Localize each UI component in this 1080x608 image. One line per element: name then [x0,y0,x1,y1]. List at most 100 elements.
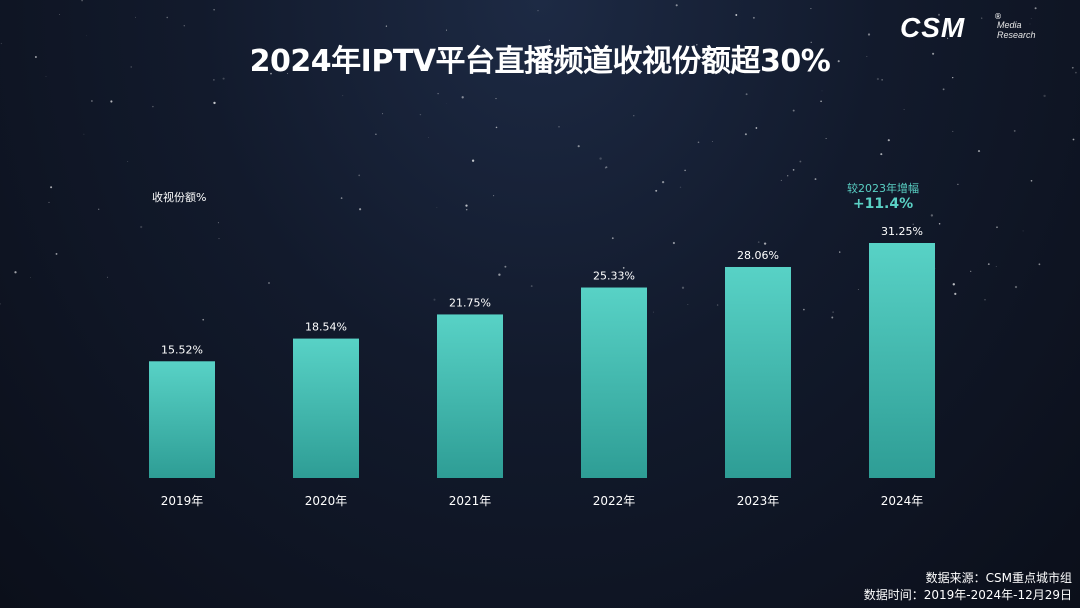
star-dot [604,167,607,169]
star-dot [792,109,795,112]
logo-registered-mark: ® [994,12,1002,21]
star-dot [342,95,344,97]
page-title: 2024年IPTV平台直播频道收视份额超30% [249,44,831,79]
star-dot [55,252,58,255]
star-dot [711,141,713,142]
source-time-line: 数据时间：2019年-2024年-12月29日 [863,588,1072,602]
star-dot [1071,66,1074,69]
star-dot [110,100,113,103]
star-dot [947,37,949,39]
star-dot [45,76,47,77]
star-dot [622,267,625,269]
star-dot [799,160,802,163]
star-dot [461,96,464,99]
star-dot [218,238,220,240]
star-dot [866,56,868,57]
star-dot [183,25,185,27]
x-tick-label: 2023年 [737,494,780,508]
star-dot [385,25,388,27]
star-dot [932,52,935,55]
star-dot [821,90,823,92]
star-dot [1014,285,1018,289]
star-dot [867,33,871,36]
star-dot [987,263,990,265]
bar-2023年 [725,266,791,478]
star-dot [787,175,789,177]
star-dot [428,137,429,138]
logo-sub-line1: Media [997,20,1022,30]
star-dot [857,289,859,290]
star-dot [445,29,448,31]
star-dot [810,8,812,10]
star-dot [465,204,468,207]
star-dot [358,174,361,177]
star-dot [672,241,676,245]
bar-value-label: 21.75% [449,296,491,309]
star-dot [1030,18,1032,19]
star-dot [716,304,719,306]
star-dot [719,72,721,74]
x-tick-label: 2022年 [593,494,636,508]
logo-brand: CSM [900,12,966,43]
star-dot [359,208,362,211]
star-dot [340,197,343,199]
star-dot [952,283,955,286]
growth-annotation-label: 较2023年增幅 [847,182,919,195]
star-dot [616,52,618,54]
bar-value-label: 28.06% [737,249,779,262]
star-dot [832,311,834,313]
star-dot [267,281,271,285]
x-tick-label: 2019年 [161,494,204,508]
bar-2022年 [581,287,647,478]
bar-value-label: 15.52% [161,343,203,356]
star-dot [433,298,436,301]
star-dot [558,125,560,128]
star-dot [446,103,447,105]
star-dot [876,77,880,81]
logo-sub-line2: Research [997,30,1036,40]
star-dot [735,14,738,16]
star-dot [839,251,841,253]
star-dot [831,316,834,319]
bar-2021年 [437,314,503,478]
star-dot [287,73,289,74]
star-dot [127,161,129,162]
star-dot [34,56,37,58]
star-dot [757,241,760,243]
star-dot [86,35,88,37]
star-dot [820,100,822,103]
data-source-note: 数据来源：CSM重点城市组 数据时间：2019年-2024年-12月29日 [864,570,1072,604]
star-dot [498,273,501,276]
star-dot [952,76,954,79]
star-dot [745,93,748,96]
star-dot [59,14,60,15]
star-dot [930,214,934,217]
star-dot [471,159,475,162]
star-dot [776,50,778,52]
star-dot [1029,23,1031,25]
star-dot [1034,7,1037,10]
star-dot [611,237,614,240]
star-dot [30,277,31,278]
star-dot [633,115,635,117]
star-dot [984,299,986,301]
star-dot [687,303,689,305]
star-dot [780,179,782,181]
star-dot [755,127,758,129]
star-dot [548,39,550,41]
star-dot [837,60,840,63]
star-dot [382,113,384,115]
star-dot [81,0,83,2]
star-dot [605,166,608,169]
star-dot [465,208,468,211]
star-dot [995,265,997,267]
star-dot [825,137,827,140]
star-dot [495,98,497,100]
x-tick-label: 2024年 [881,494,924,508]
star-dot [697,141,700,144]
star-dot [881,79,883,81]
star-dot [759,254,761,256]
star-dot [661,180,665,184]
star-dot [481,53,484,56]
